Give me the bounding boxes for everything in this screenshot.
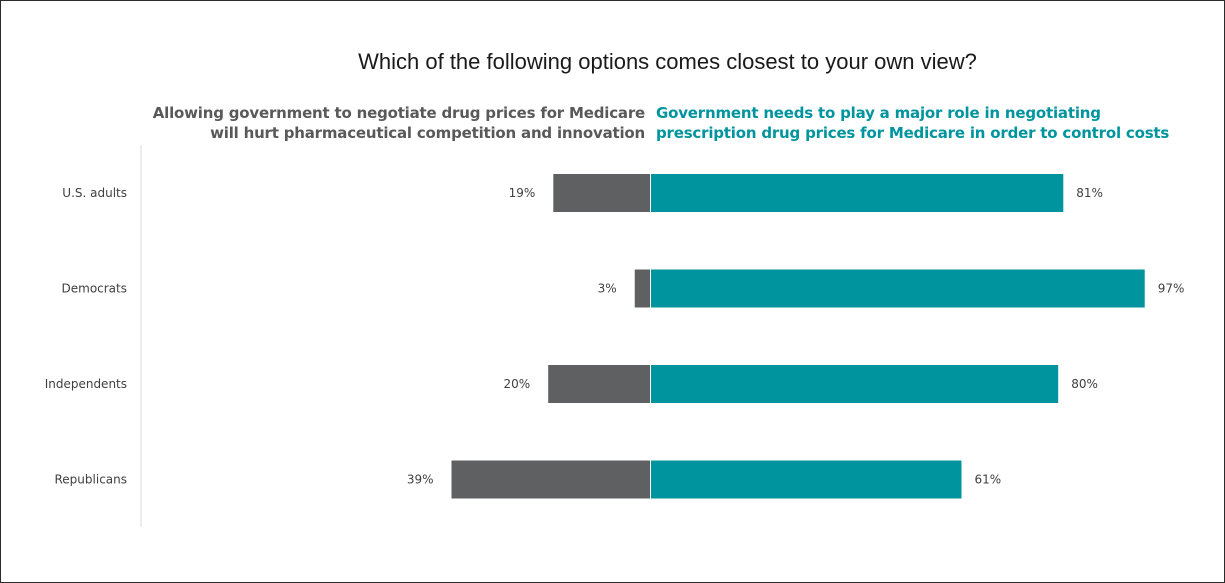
bar-left-u-s-adults: [553, 174, 650, 212]
value-label-right-republicans: 61%: [974, 473, 1001, 487]
left-option-header-line1: Allowing government to negotiate drug pr…: [152, 104, 645, 122]
bar-left-democrats: [634, 269, 650, 308]
bar-left-independents: [548, 365, 650, 403]
value-label-left-democrats: 3%: [598, 282, 617, 296]
right-option-header-line2: prescription drug prices for Medicare in…: [656, 124, 1170, 142]
category-label-u-s-adults: U.S. adults: [62, 186, 127, 200]
category-label-republicans: Republicans: [55, 473, 128, 487]
bar-right-independents: [651, 365, 1059, 403]
bar-left-republicans: [451, 460, 650, 499]
bar-right-republicans: [651, 460, 962, 499]
value-label-right-independents: 80%: [1071, 377, 1098, 391]
bar-right-democrats: [651, 269, 1145, 308]
value-label-left-independents: 20%: [504, 377, 531, 391]
right-option-header: Government needs to play a major role in…: [656, 103, 1169, 143]
chart-title: Which of the following options comes clo…: [358, 49, 977, 74]
value-label-right-democrats: 97%: [1158, 282, 1185, 296]
category-label-independents: Independents: [45, 377, 127, 391]
value-label-left-u-s-adults: 19%: [509, 186, 536, 200]
left-option-header: Allowing government to negotiate drug pr…: [153, 103, 645, 143]
category-label-democrats: Democrats: [62, 282, 128, 296]
value-label-left-republicans: 39%: [407, 473, 434, 487]
right-option-header-line1: Government needs to play a major role in…: [656, 104, 1101, 122]
bar-right-u-s-adults: [651, 174, 1064, 212]
left-option-header-line2: will hurt pharmaceutical competition and…: [210, 124, 645, 142]
value-label-right-u-s-adults: 81%: [1076, 186, 1103, 200]
